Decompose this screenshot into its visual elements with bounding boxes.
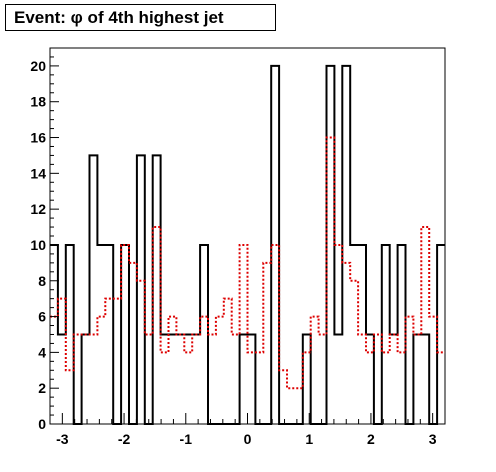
x-tick-label: -2 — [118, 431, 131, 447]
y-tick-label: 16 — [30, 130, 46, 146]
chart-title-text: Event: φ of 4th highest jet — [14, 8, 224, 27]
y-tick-label: 8 — [38, 273, 46, 289]
x-tick-label: -3 — [56, 431, 69, 447]
y-tick-label: 20 — [30, 58, 46, 74]
x-tick-label: 0 — [244, 431, 252, 447]
x-tick-label: -1 — [180, 431, 193, 447]
y-tick-label: 4 — [38, 344, 46, 360]
y-tick-label: 10 — [30, 237, 46, 253]
y-tick-label: 18 — [30, 94, 46, 110]
series-0-line — [50, 64, 445, 425]
y-tick-label: 2 — [38, 380, 46, 396]
y-tick-label: 12 — [30, 201, 46, 217]
x-tick-label: 1 — [305, 431, 313, 447]
plot-frame — [49, 47, 446, 425]
y-tick-label: 0 — [38, 416, 46, 432]
x-tick-label: 2 — [367, 431, 375, 447]
series-1-line — [50, 136, 445, 390]
x-tick-label: 3 — [429, 431, 437, 447]
y-tick-label: 6 — [38, 309, 46, 325]
chart-title: Event: φ of 4th highest jet — [5, 4, 276, 31]
y-tick-label: 14 — [30, 165, 46, 181]
